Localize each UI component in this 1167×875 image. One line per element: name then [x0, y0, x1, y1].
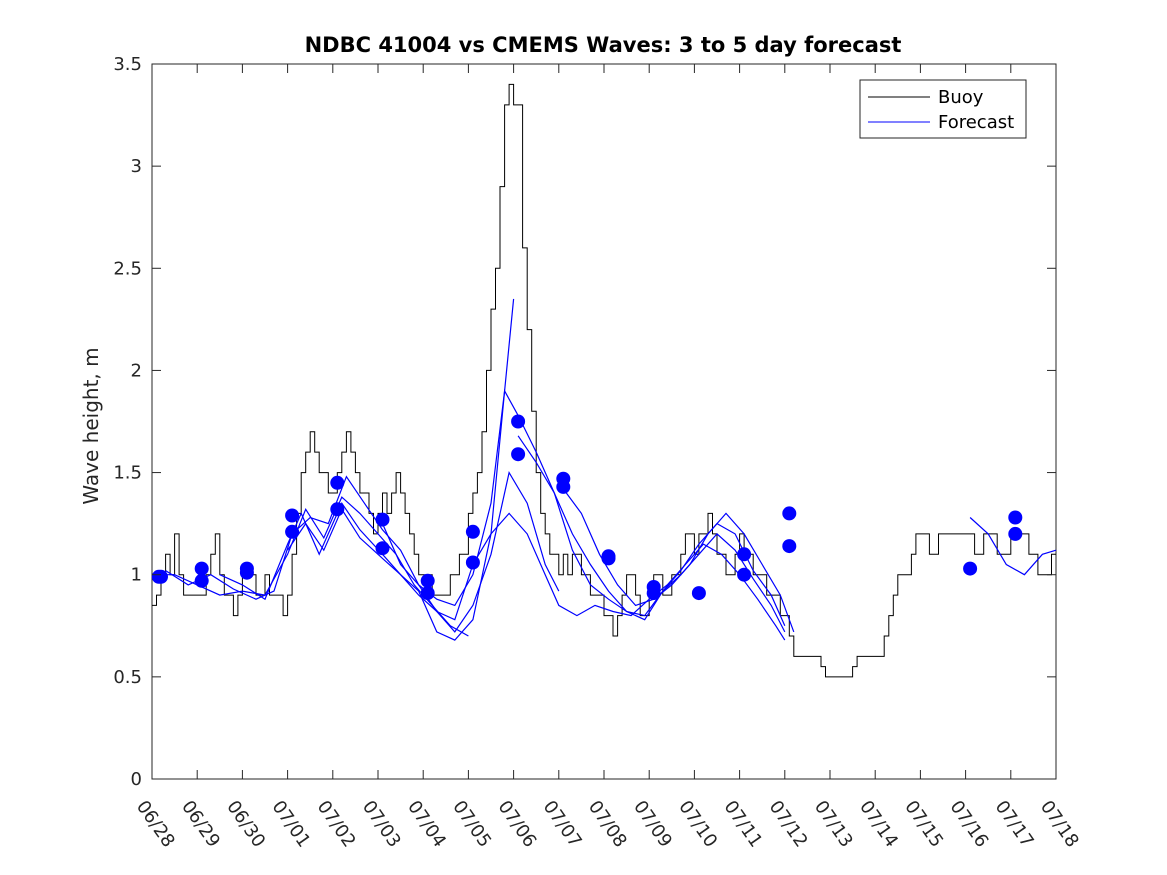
forecast-series-line — [287, 298, 515, 641]
forecast-series-line — [562, 488, 795, 633]
x-tick-label: 07/17 — [991, 797, 1038, 852]
forecast-marker — [1008, 510, 1023, 525]
x-tick-label: 07/13 — [810, 797, 857, 852]
x-tick-label: 07/15 — [900, 797, 947, 852]
y-tick-label: 2 — [131, 360, 142, 381]
legend-forecast-label: Forecast — [938, 112, 1014, 133]
y-tick-label: 0 — [131, 769, 142, 790]
y-tick-label: 0.5 — [113, 667, 142, 688]
forecast-marker — [737, 547, 752, 562]
forecast-marker — [691, 586, 706, 601]
y-axis-label: Wave height, m — [79, 347, 103, 504]
x-tick-label: 07/07 — [539, 797, 586, 852]
x-tick-label: 07/01 — [268, 797, 315, 852]
forecast-marker — [194, 561, 209, 576]
x-tick-label: 07/09 — [629, 797, 676, 852]
forecast-marker — [375, 512, 390, 527]
forecast-marker — [420, 573, 435, 588]
x-tick-label: 06/29 — [177, 797, 224, 852]
x-tick-label: 06/30 — [222, 797, 269, 852]
x-tick-label: 07/03 — [358, 797, 405, 852]
x-axis: 06/2806/2906/3007/0107/0207/0307/0407/05… — [132, 64, 1083, 851]
plot-area — [151, 63, 1057, 780]
x-tick-label: 07/06 — [494, 797, 541, 852]
y-axis: 0 0.5 1 1.5 2 2.5 3 3.5 — [113, 54, 1056, 790]
forecast-marker — [737, 567, 752, 582]
y-tick-label: 1.5 — [113, 463, 142, 484]
forecast-marker — [782, 539, 797, 554]
forecast-marker — [556, 479, 571, 494]
x-tick-label: 07/14 — [855, 797, 902, 852]
forecast-marker — [511, 414, 526, 429]
forecast-marker — [465, 524, 480, 539]
forecast-marker — [285, 524, 300, 539]
x-tick-label: 07/02 — [313, 797, 360, 852]
x-tick-label: 07/10 — [674, 797, 721, 852]
chart-title: NDBC 41004 vs CMEMS Waves: 3 to 5 day fo… — [305, 33, 902, 57]
x-tick-label: 07/12 — [765, 797, 812, 852]
forecast-marker — [330, 475, 345, 490]
forecast-marker — [511, 447, 526, 462]
legend-buoy-label: Buoy — [938, 87, 984, 108]
y-tick-label: 3 — [131, 156, 142, 177]
forecast-marker — [154, 569, 168, 584]
y-tick-label: 1 — [131, 565, 142, 586]
forecast-series-line — [381, 388, 786, 633]
forecast-marker — [782, 506, 797, 521]
axes-box — [151, 63, 1057, 780]
legend: Buoy Forecast — [859, 79, 1027, 139]
x-tick-label: 07/18 — [1036, 797, 1083, 852]
x-tick-label: 07/08 — [584, 797, 631, 852]
x-tick-label: 07/16 — [946, 797, 993, 852]
y-tick-label: 2.5 — [113, 258, 142, 279]
forecast-marker — [465, 555, 480, 570]
forecast-series-line — [156, 496, 469, 637]
forecast-marker — [285, 508, 300, 523]
forecast-marker — [601, 551, 616, 566]
forecast-marker — [420, 586, 435, 601]
x-tick-label: 07/04 — [403, 797, 450, 852]
buoy-series-line — [152, 83, 1056, 678]
forecast-marker — [239, 565, 254, 580]
forecast-marker — [194, 573, 209, 588]
x-tick-label: 06/28 — [132, 797, 179, 852]
x-tick-label: 07/05 — [448, 797, 495, 852]
forecast-series-line — [165, 470, 560, 633]
x-tick-label: 07/11 — [720, 797, 767, 852]
forecast-marker — [330, 502, 345, 517]
forecast-marker — [963, 561, 978, 576]
forecast-series-line — [219, 501, 786, 641]
legend-box — [859, 79, 1027, 139]
forecast-series-line — [969, 517, 1057, 576]
y-tick-label: 3.5 — [113, 54, 142, 75]
forecast-marker — [1008, 526, 1023, 541]
forecast-marker — [646, 586, 661, 601]
forecast-marker — [375, 541, 390, 556]
